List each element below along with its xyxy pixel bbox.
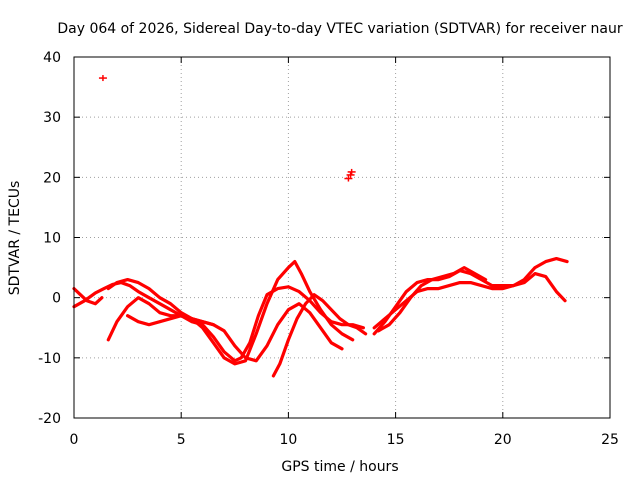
series-trace-e: [271, 293, 368, 378]
series-trace-h: [376, 266, 488, 333]
y-tick-label: 20: [43, 170, 61, 186]
series-trace-g: [372, 272, 567, 330]
tick-layer: 0 5 10 15 20 25 -20 -10 0 10 20 30 40: [38, 50, 619, 448]
y-tick-label: 40: [43, 50, 61, 66]
chart-title: Day 064 of 2026, Sidereal Day-to-day VTE…: [57, 21, 623, 37]
outlier-point: [344, 175, 353, 182]
outlier-point: [98, 75, 107, 82]
y-tick-label: 0: [52, 291, 61, 307]
series-trace-d: [126, 314, 215, 327]
x-tick-label: 25: [601, 432, 619, 448]
y-axis-title: SDTVAR / TECUs: [7, 181, 23, 296]
x-tick-label: 15: [387, 432, 405, 448]
x-axis-title: GPS time / hours: [281, 459, 398, 475]
x-tick-label: 0: [70, 432, 79, 448]
data-layer: [72, 75, 569, 378]
y-tick-label: 30: [43, 110, 61, 126]
y-tick-label: 10: [43, 231, 61, 247]
series-trace-b: [106, 260, 355, 366]
y-tick-label: -20: [38, 411, 61, 427]
x-tick-label: 5: [177, 432, 186, 448]
x-tick-label: 20: [494, 432, 512, 448]
series-trace-f: [372, 257, 569, 336]
y-tick-label: -10: [38, 351, 61, 367]
x-tick-label: 10: [279, 432, 297, 448]
series-trace-i: [72, 287, 104, 306]
grid-layer: [74, 57, 610, 418]
outlier-point: [347, 168, 356, 175]
outlier-point: [346, 171, 355, 178]
